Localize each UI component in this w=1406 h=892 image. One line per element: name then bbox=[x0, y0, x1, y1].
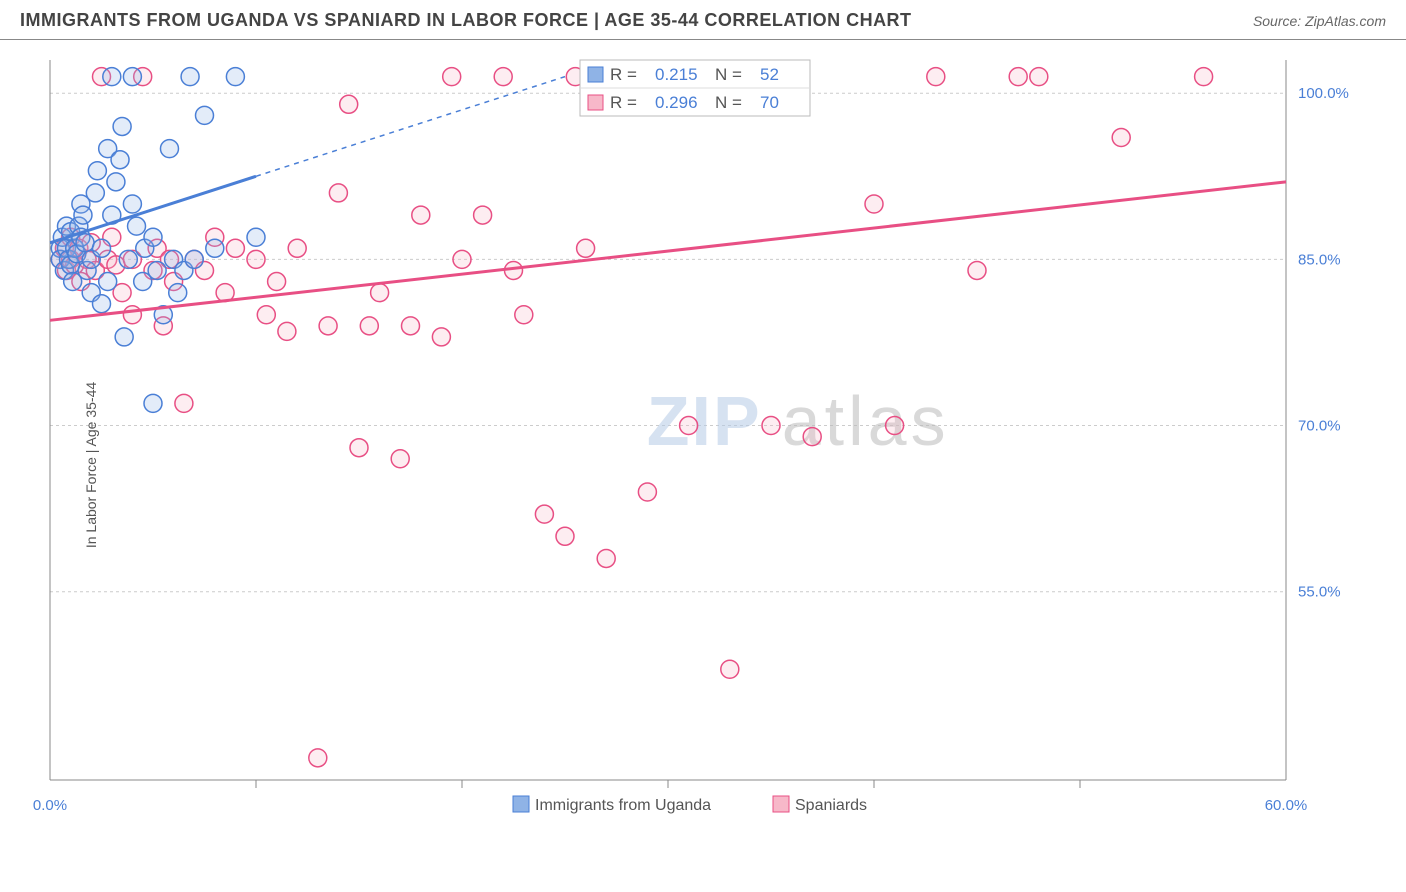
uganda-point bbox=[107, 173, 125, 191]
uganda-point bbox=[206, 239, 224, 257]
title-bar: IMMIGRANTS FROM UGANDA VS SPANIARD IN LA… bbox=[0, 0, 1406, 40]
legend-r-value-uganda: 0.215 bbox=[655, 65, 698, 84]
spaniard-point bbox=[927, 68, 945, 86]
bottom-legend-label-spaniard: Spaniards bbox=[795, 797, 867, 814]
uganda-trend-dash bbox=[256, 77, 565, 177]
bottom-legend-label-uganda: Immigrants from Uganda bbox=[535, 797, 711, 814]
spaniard-point bbox=[412, 206, 430, 224]
uganda-point bbox=[123, 68, 141, 86]
spaniard-point bbox=[1030, 68, 1048, 86]
spaniard-point bbox=[494, 68, 512, 86]
spaniard-point bbox=[577, 239, 595, 257]
spaniard-point bbox=[268, 273, 286, 291]
spaniard-point bbox=[556, 527, 574, 545]
uganda-point bbox=[181, 68, 199, 86]
bottom-legend-swatch-spaniard bbox=[773, 796, 789, 812]
spaniard-point bbox=[371, 284, 389, 302]
spaniard-point bbox=[360, 317, 378, 335]
spaniard-point bbox=[288, 239, 306, 257]
uganda-point bbox=[128, 217, 146, 235]
legend-n-value-spaniard: 70 bbox=[760, 93, 779, 112]
spaniard-point bbox=[515, 306, 533, 324]
source-label: Source: ZipAtlas.com bbox=[1253, 13, 1386, 29]
spaniard-point bbox=[319, 317, 337, 335]
uganda-point bbox=[119, 250, 137, 268]
spaniard-point bbox=[123, 306, 141, 324]
uganda-point bbox=[169, 284, 187, 302]
legend-n-label: N = bbox=[715, 65, 742, 84]
uganda-point bbox=[111, 151, 129, 169]
spaniard-point bbox=[402, 317, 420, 335]
spaniard-point bbox=[340, 95, 358, 113]
spaniard-point bbox=[278, 322, 296, 340]
spaniard-point bbox=[247, 250, 265, 268]
bottom-legend-swatch-uganda bbox=[513, 796, 529, 812]
spaniard-point bbox=[175, 394, 193, 412]
y-axis-label: In Labor Force | Age 35-44 bbox=[83, 382, 99, 548]
spaniard-point bbox=[474, 206, 492, 224]
spaniard-point bbox=[886, 417, 904, 435]
spaniard-point bbox=[680, 417, 698, 435]
uganda-point bbox=[144, 394, 162, 412]
x-tick-label: 60.0% bbox=[1265, 797, 1308, 814]
chart-title: IMMIGRANTS FROM UGANDA VS SPANIARD IN LA… bbox=[20, 10, 912, 31]
spaniard-point bbox=[1195, 68, 1213, 86]
uganda-point bbox=[93, 295, 111, 313]
uganda-point bbox=[185, 250, 203, 268]
spaniard-point bbox=[309, 749, 327, 767]
spaniard-point bbox=[638, 483, 656, 501]
spaniard-point bbox=[391, 450, 409, 468]
uganda-point bbox=[113, 117, 131, 135]
uganda-point bbox=[93, 239, 111, 257]
uganda-point bbox=[88, 162, 106, 180]
spaniard-point bbox=[432, 328, 450, 346]
scatter-chart-svg: 100.0% 85.0% 70.0% 55.0% ZIP atlas 0.0% 60.0% R … bbox=[0, 40, 1406, 850]
legend-r-value-spaniard: 0.296 bbox=[655, 93, 698, 112]
legend-n-label: N = bbox=[715, 93, 742, 112]
uganda-point bbox=[99, 273, 117, 291]
legend-n-value-uganda: 52 bbox=[760, 65, 779, 84]
uganda-point bbox=[247, 228, 265, 246]
uganda-point bbox=[144, 228, 162, 246]
spaniard-point bbox=[443, 68, 461, 86]
spaniard-point bbox=[350, 439, 368, 457]
legend-swatch-spaniard bbox=[588, 95, 603, 110]
uganda-point bbox=[76, 234, 94, 252]
spaniard-point bbox=[226, 239, 244, 257]
spaniard-point bbox=[453, 250, 471, 268]
spaniard-point bbox=[597, 549, 615, 567]
legend-r-label: R = bbox=[610, 65, 637, 84]
spaniard-point bbox=[968, 261, 986, 279]
y-tick-label: 55.0% bbox=[1298, 584, 1341, 601]
y-tick-label: 85.0% bbox=[1298, 251, 1341, 268]
uganda-point bbox=[160, 140, 178, 158]
spaniard-point bbox=[1009, 68, 1027, 86]
y-tick-label: 100.0% bbox=[1298, 85, 1349, 102]
uganda-point bbox=[74, 206, 92, 224]
spaniard-point bbox=[721, 660, 739, 678]
legend-swatch-uganda bbox=[588, 67, 603, 82]
spaniard-point bbox=[535, 505, 553, 523]
uganda-point bbox=[103, 68, 121, 86]
spaniard-point bbox=[257, 306, 275, 324]
spaniard-point bbox=[803, 428, 821, 446]
chart-area: In Labor Force | Age 35-44 100.0% 85.0% 70… bbox=[0, 40, 1406, 890]
legend-r-label: R = bbox=[610, 93, 637, 112]
uganda-point bbox=[196, 106, 214, 124]
uganda-point bbox=[123, 195, 141, 213]
spaniard-point bbox=[762, 417, 780, 435]
watermark-zip: ZIP bbox=[647, 382, 762, 460]
spaniard-point bbox=[1112, 129, 1130, 147]
spaniard-point bbox=[329, 184, 347, 202]
uganda-point bbox=[148, 261, 166, 279]
x-tick-label: 0.0% bbox=[33, 797, 67, 814]
y-tick-label: 70.0% bbox=[1298, 418, 1341, 435]
spaniard-point bbox=[865, 195, 883, 213]
uganda-point bbox=[86, 184, 104, 202]
uganda-point bbox=[226, 68, 244, 86]
uganda-point bbox=[115, 328, 133, 346]
watermark-atlas: atlas bbox=[782, 382, 950, 460]
